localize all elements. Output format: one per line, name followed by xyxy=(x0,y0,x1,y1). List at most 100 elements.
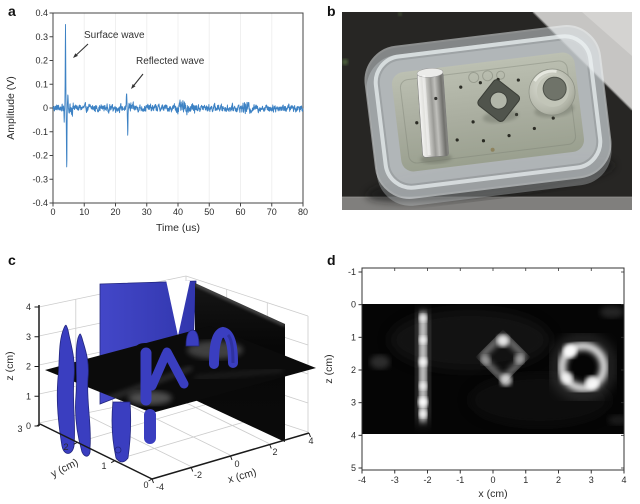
y-tick-mark xyxy=(73,441,78,445)
x-tick-label: 2 xyxy=(272,447,277,457)
x-tick-label: 4 xyxy=(308,436,313,446)
nub xyxy=(185,329,200,347)
y-tick-label: 0 xyxy=(143,480,148,490)
axis-ticks-3d: 0 1 2 3 4 0 1 2 3 -4 -2 0 2 4 xyxy=(17,302,313,492)
x-tick-label: 80 xyxy=(298,207,308,217)
y-tick-label: 0.4 xyxy=(35,8,48,18)
y-tick-mark xyxy=(36,423,41,427)
x-tube-1 xyxy=(147,349,171,391)
image-content xyxy=(370,306,624,425)
container-inner-rim xyxy=(373,34,603,190)
annotation-reflected-wave: Reflected wave xyxy=(136,56,205,67)
z-tick-label: 0 xyxy=(351,300,356,310)
y-tick-label: 0.1 xyxy=(35,79,48,89)
x-tick-label: 60 xyxy=(235,207,245,217)
x-tick-label: -2 xyxy=(194,470,202,480)
y-axis-label-a: Amplitude (V) xyxy=(5,76,17,140)
panel-label-c: c xyxy=(8,252,16,268)
faint-artifact-left xyxy=(370,355,390,369)
floor-dot xyxy=(114,446,122,454)
annotation-surface-wave: Surface wave xyxy=(84,30,145,41)
panel-label-a: a xyxy=(8,3,16,19)
x-axis-label-d: x (cm) xyxy=(478,488,507,500)
y-tick-label: 0.3 xyxy=(35,32,48,42)
sheet-tongue xyxy=(111,401,132,463)
isosurface-tubes xyxy=(140,326,238,444)
left-lobe-2 xyxy=(75,333,91,457)
x-tick-label: -2 xyxy=(423,475,431,485)
green-smudge xyxy=(342,59,348,65)
y-tick-label: 0.2 xyxy=(35,56,48,66)
x-tick-label: 1 xyxy=(523,475,528,485)
z-tick-label: 1 xyxy=(26,391,31,401)
y-tick-label: -0.1 xyxy=(32,127,48,137)
panel-a-waveform-chart: 0 10 20 30 40 50 60 70 80 0.4 0.3 0.2 0.1 0 -0.1 -0.2 -0… xyxy=(5,8,308,234)
z-tick-label: 2 xyxy=(351,365,356,375)
z-axis-label-d: z (cm) xyxy=(323,354,335,383)
y-tick-label: 1 xyxy=(101,461,106,471)
annotation-arrow-surface xyxy=(76,43,89,56)
x-tick-label: 10 xyxy=(79,207,89,217)
x-tick-label: -3 xyxy=(391,475,399,485)
panel-label-b: b xyxy=(327,3,336,19)
panel-label-d: d xyxy=(327,252,336,268)
x-tick-label: -4 xyxy=(156,482,164,492)
x-tick-label: 20 xyxy=(110,207,120,217)
x-tick-mark xyxy=(151,478,154,484)
vertical-bar-object xyxy=(416,310,430,424)
annotation-arrow-reflected xyxy=(133,73,144,86)
faint-artifact-topright xyxy=(600,306,624,318)
panel-d-image-chart: -4 -3 -2 -1 0 1 2 3 4 -1 0 1 2 3 4 5 x (cm) z (cm) xyxy=(323,267,627,500)
y-tick-label: -0.4 xyxy=(32,198,48,208)
sheet-notch xyxy=(166,280,190,336)
y-axis-label-c: y (cm) xyxy=(49,456,80,480)
z-tick-label: 0 xyxy=(26,421,31,431)
y-tick-label: 0 xyxy=(43,103,48,113)
arch-shading xyxy=(226,333,235,364)
y-tick-mark xyxy=(110,460,115,464)
x-tick-label: 2 xyxy=(556,475,561,485)
panel-c-3d-chart: 0 1 2 3 4 0 1 2 3 -4 -2 0 2 4 z (cm) y (cm) x (cm) xyxy=(4,275,316,492)
z-tick-label: 1 xyxy=(351,332,356,342)
z-tick-label: 4 xyxy=(26,302,31,312)
y-tick-label: 3 xyxy=(17,424,22,434)
axis-ticks-d: -4 -3 -2 -1 0 1 2 3 4 -1 0 1 2 3 4 5 xyxy=(348,267,627,485)
isosurface-blobs xyxy=(56,324,200,463)
y-tick-label: -0.2 xyxy=(32,151,48,161)
brass-dot xyxy=(490,147,495,152)
circular-ring-object xyxy=(550,334,616,400)
x-tick-label: 30 xyxy=(142,207,152,217)
x-axis-label-c: x (cm) xyxy=(226,466,257,486)
light-wall-corner xyxy=(582,12,632,56)
y-tick-label: 2 xyxy=(63,442,68,452)
panel-b-photo xyxy=(342,12,632,210)
green-smudge-small xyxy=(398,12,402,16)
metal-cylinder-rod xyxy=(416,68,452,164)
x-axis-label-a: Time (us) xyxy=(156,222,200,234)
z-tick-label: 2 xyxy=(26,362,31,372)
x-tick-mark xyxy=(230,455,233,461)
annotation-arrowhead-reflected xyxy=(131,84,136,89)
z-tick-label: 3 xyxy=(26,332,31,342)
diamond-ring-object xyxy=(479,333,527,386)
plastic-container xyxy=(364,25,615,206)
x-tick-label: 50 xyxy=(204,207,214,217)
x-tick-mark xyxy=(269,444,272,449)
z-tick-label: 3 xyxy=(351,398,356,408)
y-tick-label: -0.3 xyxy=(32,174,48,184)
x-tick-label: -4 xyxy=(358,475,366,485)
z-tick-label: 5 xyxy=(351,463,356,473)
x-tick-mark xyxy=(308,432,311,438)
waveform-trace xyxy=(52,23,304,168)
faint-artifact-bottomright xyxy=(608,415,624,425)
x-tick-label: 0 xyxy=(490,475,495,485)
left-lobe-1 xyxy=(56,324,75,454)
x-tick-label: 40 xyxy=(173,207,183,217)
x-tick-label: -1 xyxy=(456,475,464,485)
z-tick-label: -1 xyxy=(348,267,356,277)
x-tick-label: 3 xyxy=(589,475,594,485)
y-tick-mark xyxy=(148,478,153,482)
x-tick-mark xyxy=(190,467,194,472)
axis-ticks: 0 10 20 30 40 50 60 70 80 0.4 0.3 0.2 0.1 0 -0.1 -0.2 -0… xyxy=(32,8,308,217)
